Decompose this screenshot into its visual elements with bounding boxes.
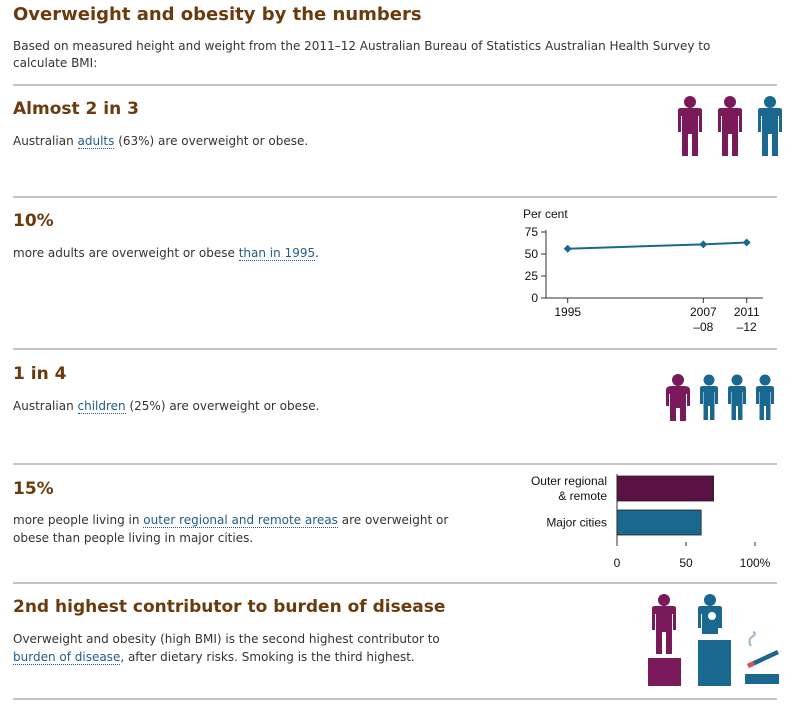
body-shape	[756, 386, 774, 420]
data-point	[563, 244, 572, 253]
child-blue-icon	[756, 374, 774, 420]
body-shape	[652, 606, 676, 654]
text-part: Australian	[13, 399, 78, 413]
category-label: & remote	[558, 489, 607, 503]
text-part: Overweight and obesity (high BMI) is the…	[13, 632, 440, 646]
person-on-tall-block-icon	[652, 594, 676, 654]
x-tick-label: 50	[679, 556, 693, 570]
text-part: (63%) are overweight or obese.	[114, 134, 309, 148]
divider	[13, 698, 777, 700]
x-tick-label: 2011	[734, 305, 760, 319]
section-text-trend: more adults are overweight or obese than…	[13, 244, 319, 262]
head-shape	[684, 96, 696, 108]
y-tick-label: 25	[525, 269, 539, 283]
child-blue-icon	[700, 374, 718, 420]
section-heading-burden: 2nd highest contributor to burden of dis…	[13, 597, 446, 617]
body-shape	[728, 386, 746, 420]
body-shape	[678, 108, 702, 156]
regional-bar-chart: Outer regional& remote Major cities 0 50 100…	[531, 474, 771, 570]
text-part: are overweight or obese than people livi…	[13, 513, 449, 545]
data-point	[699, 240, 708, 249]
data-point	[742, 238, 751, 247]
body-shape	[718, 108, 742, 156]
person-purple-icon	[718, 96, 742, 156]
trend-line-chart: Per cent 0 25 50 75 1995 2007–08 2011–12	[523, 207, 763, 334]
children-pictogram	[666, 374, 774, 421]
head-shape	[704, 594, 716, 606]
y-tick-label: 50	[525, 247, 539, 261]
cigarette-shape	[747, 650, 779, 668]
person-on-taller-block-icon	[698, 594, 722, 634]
outer-regional-link[interactable]: outer regional and remote areas	[143, 513, 338, 528]
body-shape	[698, 606, 722, 634]
section-heading-trend: 10%	[13, 211, 54, 231]
person-blue-icon	[758, 96, 782, 156]
since-1995-link[interactable]: than in 1995	[238, 246, 316, 261]
section-text-remote: more people living in outer regional and…	[13, 511, 483, 547]
x-tick-label: 0	[614, 556, 621, 570]
y-axis-label: Per cent	[523, 207, 568, 221]
divider	[13, 196, 777, 198]
head-shape	[731, 374, 743, 386]
burden-of-disease-link[interactable]: burden of disease	[13, 650, 121, 665]
person-purple-icon	[678, 96, 702, 156]
text-part: (25%) are overweight or obese.	[125, 399, 320, 413]
head-shape	[764, 96, 776, 108]
intro-text: Based on measured height and weight from…	[13, 39, 711, 70]
x-tick-label: –12	[737, 320, 757, 334]
text-part: , after dietary risks. Smoking is the th…	[120, 650, 415, 664]
body-shape	[666, 386, 690, 421]
bar	[616, 509, 702, 536]
head-shape	[759, 374, 771, 386]
head-shape	[724, 96, 736, 108]
divider	[13, 84, 777, 86]
x-tick-label: 2007	[690, 305, 717, 319]
cigarette-tip	[747, 661, 755, 668]
section-heading-children: 1 in 4	[13, 364, 67, 384]
x-tick-label: –08	[693, 320, 713, 334]
series-line	[567, 241, 747, 250]
adults-link[interactable]: adults	[77, 134, 115, 149]
child-purple-icon	[666, 374, 690, 421]
y-tick-label: 75	[525, 225, 539, 239]
text-part: more people living in	[13, 513, 144, 527]
section-heading-adults: Almost 2 in 3	[13, 99, 139, 119]
category-label: Major cities	[546, 516, 607, 530]
body-shape	[700, 386, 718, 420]
text-part: Australian	[13, 134, 78, 148]
body-shape	[758, 108, 782, 156]
section-text-burden: Overweight and obesity (high BMI) is the…	[13, 630, 483, 666]
head-shape	[672, 374, 684, 386]
divider	[13, 348, 777, 350]
section-heading-remote: 15%	[13, 479, 54, 499]
cigarette-icon	[745, 631, 779, 684]
burden-pictogram	[648, 594, 779, 686]
section-text-children: Australian children (25%) are overweight…	[13, 397, 319, 415]
x-tick-label: 100%	[740, 556, 771, 570]
pedestal-block	[698, 640, 731, 686]
pedestal-block	[648, 658, 681, 686]
page-title: Overweight and obesity by the numbers	[13, 4, 422, 25]
section-text-adults: Australian adults (63%) are overweight o…	[13, 132, 308, 150]
child-blue-icon	[728, 374, 746, 420]
divider	[13, 582, 777, 584]
smoke-shape	[748, 631, 756, 647]
text-part: more adults are overweight or obese	[13, 246, 239, 260]
category-label: Outer regional	[531, 474, 607, 488]
adults-pictogram	[678, 96, 782, 156]
divider	[13, 463, 777, 465]
y-tick-label: 0	[531, 291, 538, 305]
bar	[616, 475, 714, 502]
x-tick-label: 1995	[554, 305, 581, 319]
head-shape	[703, 374, 715, 386]
hand-shape	[708, 612, 716, 620]
ashtray-block	[745, 674, 779, 684]
text-part: .	[315, 246, 319, 260]
head-shape	[658, 594, 670, 606]
children-link[interactable]: children	[77, 399, 126, 414]
